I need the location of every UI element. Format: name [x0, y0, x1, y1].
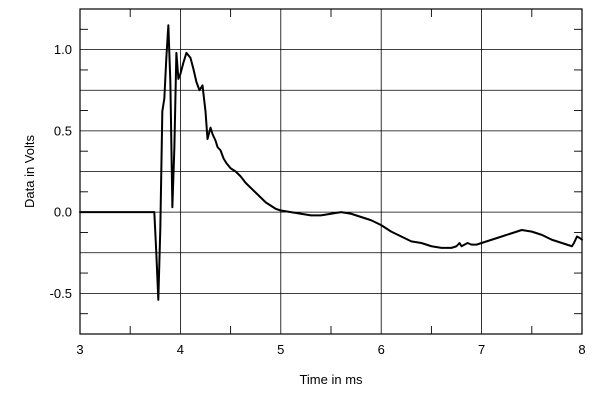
x-tick-label: 5 — [277, 342, 284, 357]
x-tick-label: 7 — [478, 342, 485, 357]
y-tick-label: 1.0 — [54, 42, 72, 57]
minor-ticks — [80, 9, 582, 334]
series-line — [79, 24, 583, 301]
x-tick-label: 4 — [177, 342, 184, 357]
grid-lines — [80, 9, 582, 334]
y-tick-labels: -0.5 0.0 0.5 1.0 — [50, 42, 72, 301]
x-axis-title: Time in ms — [299, 372, 363, 387]
x-tick-label: 3 — [76, 342, 83, 357]
x-tick-label: 8 — [578, 342, 585, 357]
x-tick-label: 6 — [378, 342, 385, 357]
y-tick-label: -0.5 — [50, 286, 72, 301]
series-group — [79, 24, 583, 301]
y-tick-label: 0.5 — [54, 123, 72, 138]
plot-frame — [79, 8, 583, 335]
y-axis-title: Data in Volts — [22, 135, 37, 208]
y-tick-label: 0.0 — [54, 205, 72, 220]
x-tick-labels: 3 4 5 6 7 8 — [76, 342, 585, 357]
